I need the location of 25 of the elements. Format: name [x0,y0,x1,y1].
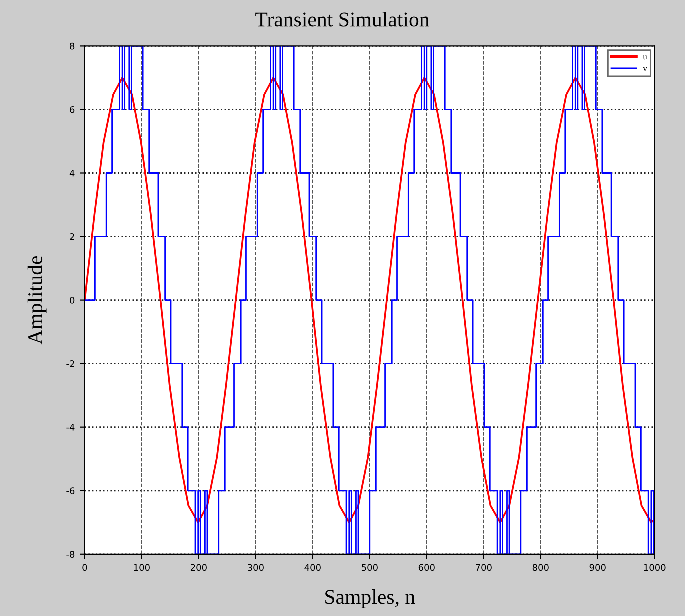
x-tick-label: 400 [304,564,321,572]
x-tick-label: 100 [134,564,150,572]
y-tick-label: 4 [70,170,75,177]
y-tick-label: -4 [66,424,75,431]
x-tick-label: 800 [532,564,549,572]
x-tick-label: 0 [82,564,88,572]
x-tick-label: 700 [476,564,492,572]
x-tick-label: 900 [590,564,606,572]
legend-label: v [643,67,648,72]
x-tick-label: 500 [362,564,378,572]
x-axis-title: Samples, n [326,590,416,608]
y-tick-label: -8 [66,551,75,558]
x-tick-label: 300 [248,564,264,572]
y-tick-label: -6 [66,488,75,494]
y-tick-label: 0 [70,297,75,304]
legend-label: u [643,56,648,60]
x-tick-label: 200 [190,564,207,572]
y-tick-label: 2 [70,234,74,240]
y-tick-label: -2 [66,360,74,368]
y-tick-label: 8 [70,42,75,50]
y-tick-label: 6 [70,106,75,114]
y-axis-title: Amplitude [28,256,47,345]
x-tick-label: 600 [418,564,435,572]
x-tick-label: 1000 [644,564,666,572]
chart-title: Transient Simulation [256,12,430,27]
